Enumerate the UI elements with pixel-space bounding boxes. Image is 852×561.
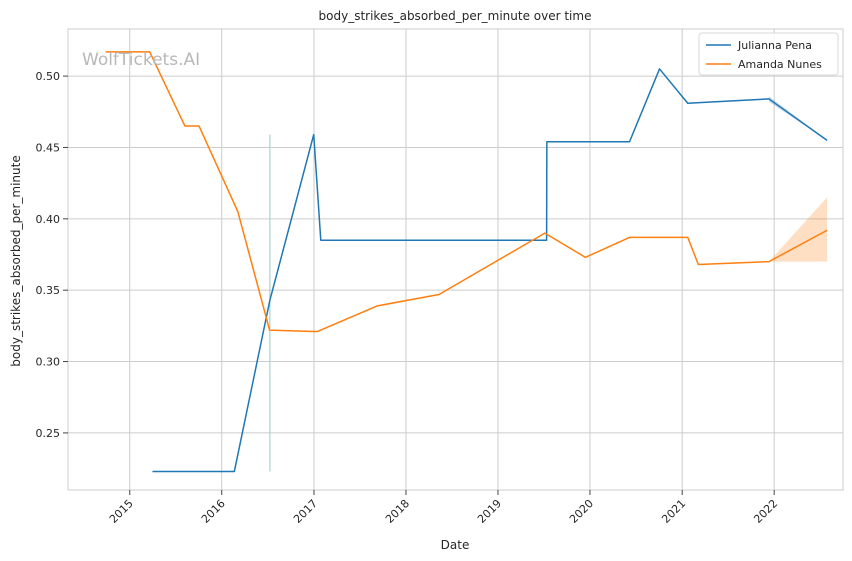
series-layer	[105, 51, 828, 473]
confidence-band-amanda-nunes	[768, 197, 828, 262]
tick-layer: 2015 2016 2017 2018 2019 2020 2021 20220.250.30…	[36, 70, 781, 526]
legend-label-julianna-pena: Julianna Pena	[737, 39, 812, 52]
chart-title: body_strikes_absorbed_per_minute over ti…	[319, 9, 592, 23]
grid-layer	[68, 29, 843, 490]
legend-label-amanda-nunes: Amanda Nunes	[738, 58, 822, 71]
y-tick-label: 0.25	[36, 427, 61, 440]
y-tick-label: 0.40	[36, 213, 61, 226]
watermark-text: WolfTickets.AI	[82, 50, 200, 70]
y-axis-label: body_strikes_absorbed_per_minute	[9, 155, 23, 366]
legend: Julianna Pena Amanda Nunes	[698, 32, 839, 76]
plot-frame	[67, 28, 844, 491]
y-tick-label: 0.35	[36, 284, 61, 297]
series-line-julianna-pena	[152, 68, 828, 473]
series-line-amanda-nunes	[105, 51, 828, 333]
y-tick-label: 0.30	[36, 356, 61, 369]
legend-box	[698, 32, 839, 76]
x-axis-label: Date	[441, 538, 470, 552]
y-tick-label: 0.50	[36, 70, 61, 83]
y-tick-label: 0.45	[36, 141, 61, 154]
